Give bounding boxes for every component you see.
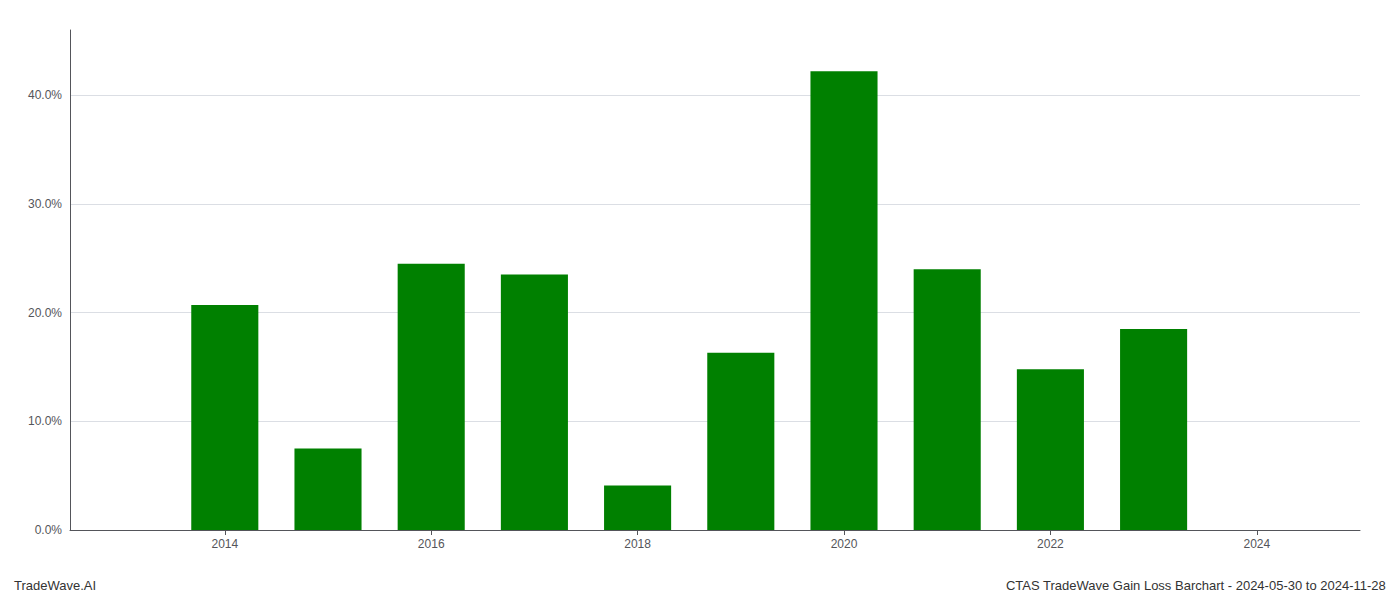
svg-text:2024: 2024 xyxy=(1243,537,1270,551)
svg-text:30.0%: 30.0% xyxy=(28,197,62,211)
svg-text:2022: 2022 xyxy=(1037,537,1064,551)
svg-text:2016: 2016 xyxy=(418,537,445,551)
svg-text:10.0%: 10.0% xyxy=(28,414,62,428)
svg-text:TradeWave.AI: TradeWave.AI xyxy=(14,578,96,593)
svg-text:2018: 2018 xyxy=(624,537,651,551)
svg-text:2020: 2020 xyxy=(831,537,858,551)
svg-text:CTAS TradeWave Gain Loss Barch: CTAS TradeWave Gain Loss Barchart - 2024… xyxy=(1006,578,1386,593)
svg-text:40.0%: 40.0% xyxy=(28,88,62,102)
svg-text:0.0%: 0.0% xyxy=(35,523,63,537)
svg-text:20.0%: 20.0% xyxy=(28,306,62,320)
svg-text:2014: 2014 xyxy=(211,537,238,551)
